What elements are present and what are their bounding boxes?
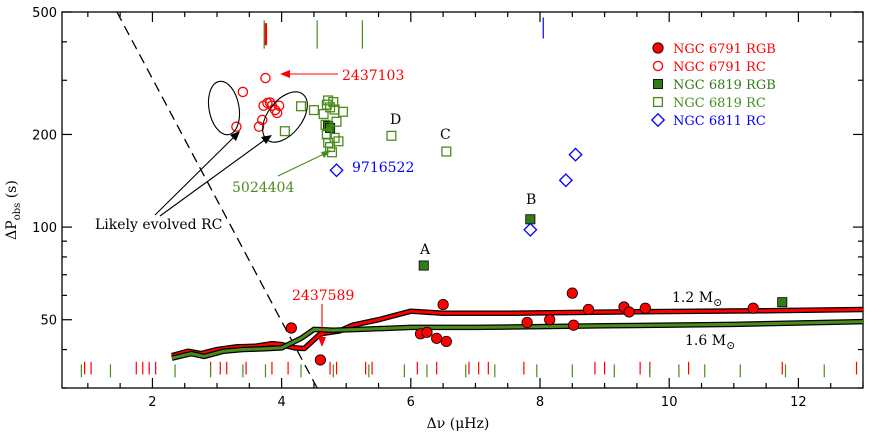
point-open-circle: [260, 72, 271, 84]
point-filled-circle: [566, 287, 578, 299]
arrow-5024404: [277, 152, 327, 177]
legend-marker: [650, 112, 666, 128]
arrowhead-2437589: [318, 337, 326, 347]
dashed-line: [116, 11, 318, 389]
point-open-square: [320, 119, 331, 130]
legend-label: NGC 6791 RC: [673, 60, 766, 75]
legend-marker: [652, 42, 664, 54]
legend-label: NGC 6791 RGB: [673, 42, 776, 57]
point-filled-square: [418, 260, 429, 271]
point-open-square: [441, 146, 452, 157]
label-C: C: [440, 127, 451, 143]
point-open-circle: [231, 121, 242, 132]
y-axis-label: ΔPobs (s): [4, 180, 23, 240]
point-open-square: [308, 105, 319, 116]
point-filled-circle: [314, 354, 326, 366]
label-likely-evolved: Likely evolved RC: [95, 217, 222, 233]
arrowhead-5024404: [321, 150, 331, 158]
evolved-rc-ellipse-2: [262, 91, 308, 143]
point-open-diamond: [568, 147, 583, 162]
axes: 2 4 6 8 10 12 50 100 200 500: [32, 6, 864, 410]
point-open-circle: [237, 86, 249, 98]
track-line-1: [171, 320, 864, 360]
point-filled-circle: [582, 303, 595, 316]
label-2437103: 2437103: [342, 68, 404, 84]
label-B: B: [526, 192, 536, 208]
dashed-boundary: [116, 11, 318, 389]
label-2437589: 2437589: [292, 288, 354, 304]
annotations: 2437103 5024404 9716522 2437589 Likely e…: [95, 68, 735, 352]
point-open-square: [279, 126, 290, 137]
arrowhead-evolved-2: [261, 135, 272, 144]
point-open-circle: [273, 100, 285, 111]
point-open-diamond: [558, 173, 573, 188]
point-open-square: [337, 106, 349, 117]
label-mass-12: 1.2 M⊙: [672, 290, 722, 309]
legend-marker: [652, 96, 664, 108]
label-mass-16: 1.6 M⊙: [685, 333, 735, 352]
x-tick-label: 12: [790, 395, 807, 410]
y-tick-label: 200: [32, 128, 57, 143]
point-filled-circle: [521, 316, 533, 329]
y-tick-label: 50: [40, 314, 57, 329]
legend-marker: [653, 79, 664, 90]
arrowhead-evolved-1: [230, 131, 240, 141]
point-filled-square: [777, 297, 788, 308]
legend-label: NGC 6811 RC: [673, 114, 766, 129]
point-open-square: [318, 108, 329, 120]
x-tick-label: 2: [148, 395, 156, 410]
point-open-square: [331, 116, 342, 127]
point-filled-circle: [568, 319, 580, 331]
point-filled-circle: [639, 302, 651, 314]
arrowhead-2437103: [280, 70, 290, 78]
point-filled-circle: [544, 314, 556, 326]
point-filled-circle: [421, 326, 433, 338]
x-tick-label: 8: [536, 395, 544, 410]
label-5024404: 5024404: [232, 180, 294, 196]
observed-tick-marks: [80, 17, 858, 378]
x-tick-label: 6: [407, 395, 415, 410]
point-filled-circle: [623, 306, 635, 318]
point-open-square: [386, 130, 397, 141]
point-filled-circle: [285, 322, 297, 334]
legend-marker: [652, 60, 664, 72]
point-open-diamond: [523, 222, 538, 237]
legend-label: NGC 6819 RGB: [673, 78, 776, 93]
label-9716522: 9716522: [352, 160, 414, 176]
point-open-square: [295, 101, 307, 112]
legend-label: NGC 6819 RC: [673, 96, 766, 111]
x-axis-label: Δν (μHz): [427, 416, 490, 432]
y-tick-label: 500: [32, 6, 57, 21]
point-open-diamond: [329, 163, 344, 178]
plot-frame: [61, 11, 864, 389]
arrow-evolved-2: [159, 138, 267, 217]
point-open-circle: [271, 107, 283, 119]
point-filled-square: [525, 214, 536, 225]
point-filled-circle: [440, 335, 452, 348]
legend: NGC 6791 RGB NGC 6791 RC NGC 6819 RGB NGC 6…: [650, 42, 776, 129]
point-open-square: [333, 136, 344, 147]
point-filled-circle: [437, 298, 449, 311]
x-tick-label: 4: [277, 395, 285, 410]
point-open-circle: [256, 114, 268, 126]
point-open-square: [323, 95, 334, 106]
arrow-evolved-1: [154, 135, 236, 216]
data-points: [231, 72, 788, 366]
point-open-circle: [253, 121, 265, 132]
label-D: D: [390, 112, 401, 128]
model-tracks: [171, 306, 864, 361]
label-A: A: [419, 242, 431, 258]
x-tick-label: 10: [661, 395, 678, 410]
point-filled-circle: [747, 302, 759, 314]
point-open-square: [328, 96, 339, 108]
evolved-rc-ellipse-1: [207, 80, 241, 136]
point-filled-circle: [431, 332, 443, 344]
y-tick-label: 100: [32, 221, 57, 236]
